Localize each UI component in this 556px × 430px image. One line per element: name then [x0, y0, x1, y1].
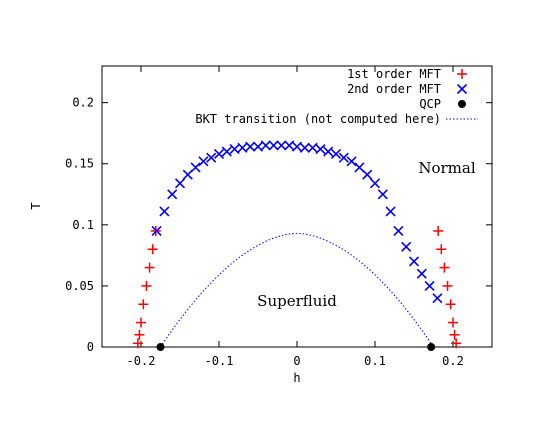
bkt-transition-curve — [160, 232, 434, 348]
second-order-point — [174, 178, 186, 189]
qcp-point — [427, 343, 436, 351]
second-order-point — [315, 144, 326, 155]
second-order-point — [190, 162, 201, 173]
qcp-point — [156, 343, 165, 351]
x-tick-label: 0.2 — [442, 354, 464, 368]
annotation-superfluid: Superfluid — [257, 292, 337, 310]
y-tick-label: 0.15 — [65, 157, 94, 171]
second-order-point — [260, 140, 271, 151]
second-order-point — [284, 140, 295, 151]
annotation-normal: Normal — [418, 159, 475, 177]
x-tick-label: 0.1 — [364, 354, 386, 368]
first-order-point — [439, 262, 450, 273]
legend-swatch-qcp — [458, 100, 466, 108]
second-order-point — [206, 152, 217, 163]
first-order-point — [442, 280, 453, 291]
legend-label-1st-order: 1st order MFT — [347, 67, 441, 81]
first-order-point — [147, 244, 158, 255]
first-order-point — [448, 317, 458, 328]
y-tick-label: 0 — [87, 340, 94, 354]
second-order-point — [338, 152, 349, 163]
first-order-point — [141, 280, 152, 291]
first-order-point — [136, 317, 146, 328]
first-order-point — [132, 338, 143, 349]
y-tick-label: 0.1 — [72, 218, 94, 232]
y-tick-label: 0.05 — [65, 279, 94, 293]
second-order-point — [354, 162, 365, 173]
first-order-point — [134, 329, 145, 340]
second-order-point — [245, 141, 256, 152]
first-order-point — [436, 244, 447, 255]
first-order-point — [445, 299, 456, 310]
x-tick-label: 0 — [293, 354, 300, 368]
second-order-point — [167, 189, 178, 200]
x-tick-label: -0.2 — [127, 354, 156, 368]
second-order-point — [229, 144, 240, 155]
legend: 1st order MFT 2nd order MFT QCP BKT tran… — [195, 67, 478, 126]
second-order-point — [401, 241, 412, 252]
second-order-point — [268, 140, 279, 151]
second-order-point — [362, 169, 373, 180]
second-order-point — [416, 268, 427, 279]
second-order-point — [424, 280, 435, 291]
second-order-point — [346, 156, 357, 167]
legend-label-2nd-order: 2nd order MFT — [347, 82, 441, 96]
second-order-point — [237, 142, 248, 153]
second-order-point — [291, 141, 303, 152]
first-order-point — [138, 299, 149, 310]
first-order-point — [451, 338, 462, 349]
legend-swatch-1st-order — [457, 69, 467, 79]
second-order-point — [182, 169, 193, 180]
legend-swatch-2nd-order — [456, 83, 468, 95]
x-axis-label: h — [293, 371, 300, 385]
second-order-point — [151, 225, 162, 237]
second-order-point — [369, 178, 381, 189]
second-order-point — [276, 140, 287, 151]
second-order-point — [393, 225, 404, 237]
second-order-point — [198, 156, 209, 167]
y-tick-label: 0.2 — [72, 96, 94, 110]
second-order-point — [323, 146, 334, 157]
data-marks — [132, 140, 462, 351]
x-tick-label: -0.1 — [205, 354, 234, 368]
second-order-point — [377, 189, 388, 200]
second-order-point — [221, 146, 232, 157]
legend-label-qcp: QCP — [419, 97, 441, 111]
second-order-point — [159, 206, 170, 217]
first-order-point — [144, 262, 155, 273]
second-order-point — [307, 142, 318, 153]
second-order-point — [385, 206, 396, 217]
first-order-point — [433, 225, 444, 236]
y-axis-label: T — [29, 202, 43, 209]
second-order-point — [432, 293, 443, 304]
second-order-point — [252, 141, 264, 152]
axis-ticks: -0.2 -0.1 0 0.1 0.2 0 0.05 0.1 0.15 0.2 — [65, 66, 492, 368]
second-order-point — [299, 142, 310, 153]
first-order-point — [449, 329, 460, 340]
second-order-point — [330, 148, 342, 160]
second-order-point — [408, 256, 420, 267]
second-order-point — [213, 148, 225, 160]
legend-label-bkt: BKT transition (not computed here) — [195, 112, 441, 126]
